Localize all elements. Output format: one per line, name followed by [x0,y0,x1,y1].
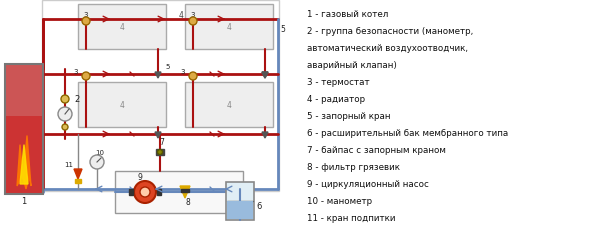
Text: аварийный клапан): аварийный клапан) [307,61,397,70]
Bar [5,65,43,194]
Text: 3 - термостат: 3 - термостат [307,78,370,87]
Text: 7: 7 [160,138,164,147]
Text: 2: 2 [74,95,80,104]
Text: 5: 5 [166,64,170,70]
Text: 5: 5 [281,25,286,34]
Polygon shape [17,136,31,189]
Polygon shape [20,145,28,184]
Bar [226,182,254,220]
Text: 5 - запорный кран: 5 - запорный кран [307,112,391,121]
Polygon shape [75,179,81,183]
Circle shape [82,73,90,81]
Text: 11: 11 [65,161,74,167]
Text: 4: 4 [119,100,124,109]
Text: 8 - фильтр грязевик: 8 - фильтр грязевик [307,162,400,171]
Text: 6 - расширительный бак мембранного типа: 6 - расширительный бак мембранного типа [307,128,508,137]
Bar [42,1,279,191]
Circle shape [140,187,150,197]
Polygon shape [155,73,161,79]
Polygon shape [262,73,268,79]
Text: 4: 4 [179,10,184,19]
Polygon shape [129,189,133,195]
Circle shape [189,73,197,81]
Bar [5,65,43,116]
Text: автоматический воздухоотводчик,: автоматический воздухоотводчик, [307,44,468,53]
Text: 3: 3 [74,69,78,75]
Bar [185,5,273,50]
Text: 3: 3 [84,12,88,18]
Text: 4 - радиатор: 4 - радиатор [307,94,365,103]
Polygon shape [262,132,268,138]
Polygon shape [156,149,164,155]
Text: 10 - манометр: 10 - манометр [307,196,372,205]
Bar [5,116,43,194]
Polygon shape [262,73,268,79]
Text: 2 - группа безопасности (манометр,: 2 - группа безопасности (манометр, [307,27,473,36]
Text: 10: 10 [95,149,104,155]
Text: 1: 1 [22,197,26,206]
Circle shape [189,18,197,26]
Polygon shape [74,169,82,179]
Polygon shape [180,186,190,198]
Polygon shape [155,132,161,138]
Text: 7 - байпас с запорным краном: 7 - байпас с запорным краном [307,145,446,154]
Bar [185,83,273,128]
Circle shape [62,125,68,131]
Text: 3: 3 [181,69,185,75]
Circle shape [58,108,72,122]
Text: 9: 9 [137,173,142,182]
Text: 8: 8 [185,198,190,207]
Polygon shape [181,189,189,192]
Polygon shape [157,189,161,195]
Text: 3: 3 [191,12,195,18]
Bar [227,201,253,219]
Circle shape [158,150,163,155]
Bar [78,5,166,50]
Text: 1 - газовый котел: 1 - газовый котел [307,10,388,19]
Text: 6: 6 [256,202,262,211]
Circle shape [90,155,104,169]
Text: 4: 4 [227,100,232,109]
Text: 9 - циркуляционный насос: 9 - циркуляционный насос [307,179,429,188]
Text: 11 - кран подпитки: 11 - кран подпитки [307,213,395,222]
Bar [115,171,243,213]
Circle shape [134,181,156,203]
Circle shape [61,96,69,103]
Circle shape [82,18,90,26]
Text: 4: 4 [119,23,124,32]
Text: 4: 4 [227,23,232,32]
Bar [78,83,166,128]
